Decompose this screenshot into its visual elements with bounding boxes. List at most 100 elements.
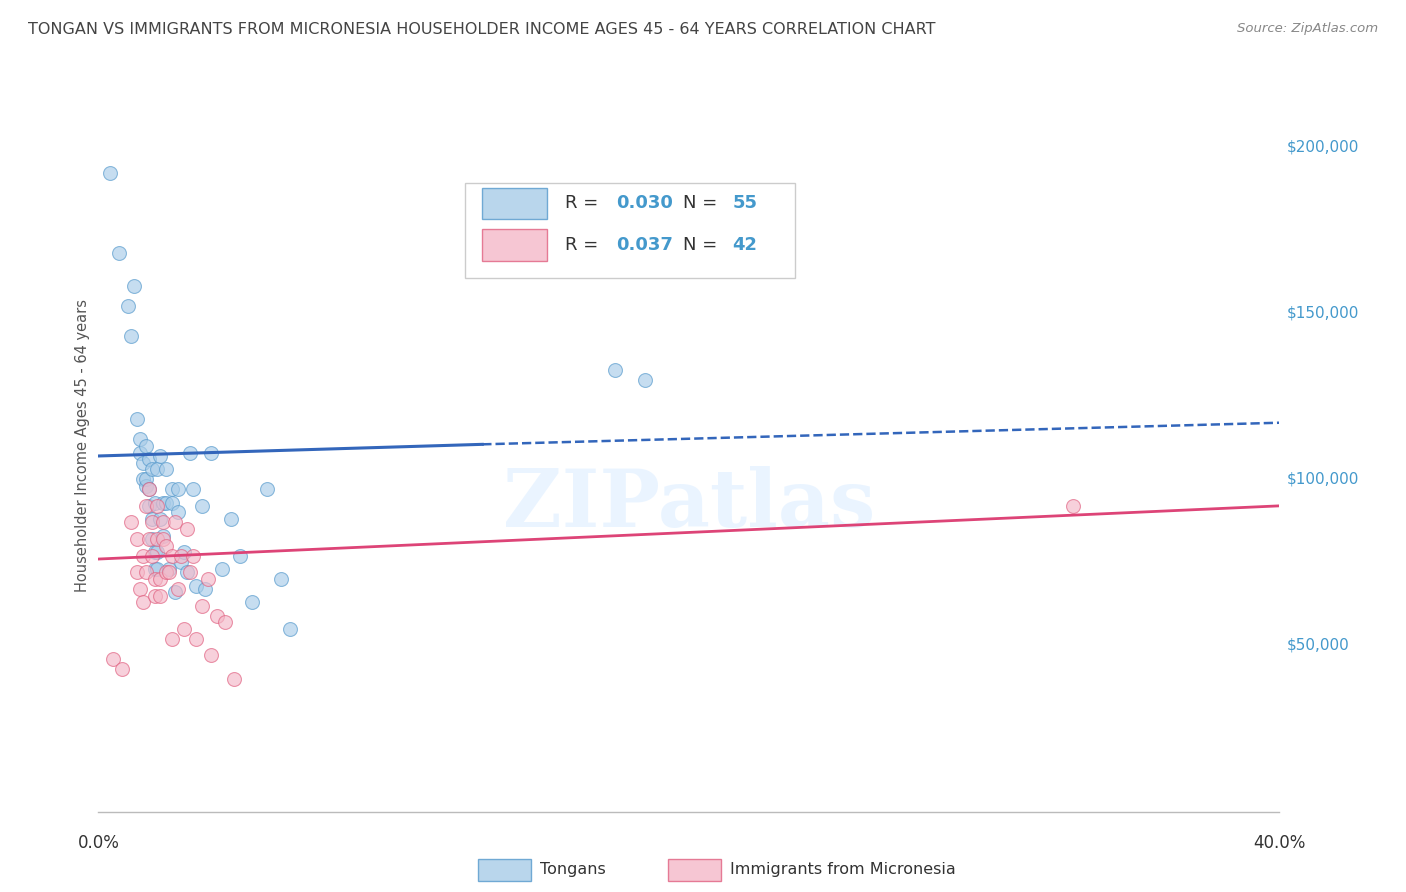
Point [141,462,163,476]
Point [146,562,169,576]
Point [135,439,157,453]
Point [176,522,198,536]
Text: 0.0%: 0.0% [77,834,120,852]
Point [167,506,190,520]
Point [128,433,150,447]
Text: R =: R = [565,235,605,254]
Point [181,549,204,563]
Point [165,585,187,599]
Point [152,529,174,543]
Point [143,572,166,586]
Point [141,549,163,563]
Point [138,452,160,467]
Point [146,545,169,559]
Point [146,462,169,476]
Point [149,449,172,463]
Point [128,582,150,596]
Text: 0.037: 0.037 [616,235,672,254]
Point [155,462,177,476]
FancyBboxPatch shape [482,188,547,219]
Point [155,539,177,553]
Point [157,562,180,576]
Point [224,672,246,686]
Point [149,572,172,586]
Text: Source: ZipAtlas.com: Source: ZipAtlas.com [1237,22,1378,36]
Point [179,566,201,580]
Point [135,479,157,493]
Point [170,549,193,563]
Point [141,516,163,530]
FancyBboxPatch shape [482,229,547,261]
Point [211,562,233,576]
Point [138,532,160,546]
Point [138,482,160,496]
Point [165,516,187,530]
Point [132,456,155,470]
Point [117,299,139,313]
Y-axis label: Householder Income Ages 45 - 64 years: Householder Income Ages 45 - 64 years [75,300,90,592]
Point [132,595,155,609]
Point [167,482,190,496]
Text: $150,000: $150,000 [1286,306,1358,320]
Point [135,499,157,513]
Point [157,566,180,580]
Point [149,589,172,603]
Point [111,662,134,676]
Point [162,495,183,509]
Text: $50,000: $50,000 [1286,638,1350,653]
Text: R =: R = [565,194,605,212]
Point [135,566,157,580]
Point [240,595,263,609]
Point [152,532,174,546]
Point [184,579,207,593]
Point [128,445,150,459]
Point [143,495,166,509]
Point [200,445,222,459]
Point [149,512,172,526]
Point [270,572,292,586]
Point [98,166,121,180]
Point [138,482,160,496]
Text: 0.030: 0.030 [616,194,672,212]
Point [152,495,174,509]
Point [143,562,166,576]
Point [125,532,148,546]
FancyBboxPatch shape [464,183,796,277]
Text: 55: 55 [733,194,758,212]
Point [170,555,193,569]
Point [135,472,157,486]
Point [173,545,195,559]
Text: TONGAN VS IMMIGRANTS FROM MICRONESIA HOUSEHOLDER INCOME AGES 45 - 64 YEARS CORRE: TONGAN VS IMMIGRANTS FROM MICRONESIA HOU… [28,22,935,37]
Point [167,582,190,596]
Text: Immigrants from Micronesia: Immigrants from Micronesia [730,863,956,877]
Point [162,632,183,646]
Point [184,632,207,646]
Point [633,372,655,386]
Text: ZIPatlas: ZIPatlas [503,466,875,543]
Point [191,499,214,513]
Point [155,495,177,509]
Point [229,549,252,563]
Point [138,499,160,513]
Point [179,445,201,459]
Point [155,566,177,580]
Point [132,549,155,563]
Point [120,329,142,343]
Point [125,566,148,580]
Point [141,532,163,546]
Point [605,362,627,376]
Point [173,622,195,636]
Point [125,412,148,426]
Text: $200,000: $200,000 [1286,139,1358,154]
Text: N =: N = [683,235,723,254]
Point [143,589,166,603]
Point [162,482,183,496]
Point [122,279,145,293]
Point [1062,499,1084,513]
Text: 42: 42 [733,235,758,254]
Point [132,472,155,486]
Point [181,482,204,496]
Text: N =: N = [683,194,723,212]
Point [191,599,214,613]
Point [103,652,125,666]
